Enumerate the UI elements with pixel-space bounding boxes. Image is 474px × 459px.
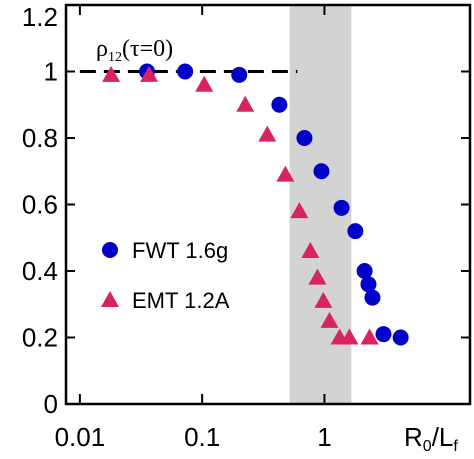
y-tick-label: 0.2 [22, 323, 58, 353]
data-point [195, 75, 214, 92]
data-point [375, 326, 392, 343]
legend-marker [101, 291, 119, 307]
annotation: ρ12(τ=0) [96, 36, 173, 65]
data-point [364, 289, 381, 306]
legend-marker [102, 242, 118, 258]
data-point [177, 63, 194, 80]
data-point [231, 66, 248, 83]
y-tick-label: 0.8 [22, 123, 58, 153]
x-label-part: /L [432, 422, 454, 452]
data-point [271, 96, 288, 113]
data-point [308, 268, 327, 285]
data-point [320, 311, 339, 328]
data-point [340, 328, 359, 345]
data-point [392, 329, 409, 346]
y-tick-label: 1 [44, 57, 58, 87]
y-tick-label: 0.4 [22, 256, 58, 286]
data-point [140, 65, 159, 82]
plot-frame [64, 3, 472, 406]
x-label-part: R [404, 422, 423, 452]
data-point [102, 65, 121, 82]
data-point [347, 223, 364, 240]
x-label-subscript: 0 [423, 438, 432, 455]
x-label-subscript: f [453, 438, 458, 455]
x-tick-label: 0.1 [184, 422, 220, 452]
x-tick-label: 0.01 [55, 422, 106, 452]
data-point [360, 276, 377, 293]
data-point [276, 165, 295, 182]
data-point [314, 291, 333, 308]
x-axis-label: R0/Lf [404, 422, 458, 455]
annotation-subscript: 12 [108, 50, 122, 65]
x-tick-label: 1 [317, 422, 331, 452]
data-point [313, 163, 330, 180]
data-point [360, 328, 379, 345]
legend-label: EMT 1.2A [132, 288, 230, 313]
annotation-part: (τ=0) [122, 36, 173, 62]
data-point [356, 263, 373, 279]
data-point [296, 130, 313, 146]
data-point [333, 199, 350, 216]
data-point [258, 125, 277, 142]
data-point [301, 242, 320, 259]
legend-label: FWT 1.6g [132, 238, 228, 263]
y-tick-label: 1.2 [22, 2, 58, 32]
data-point [290, 202, 309, 219]
y-tick-label: 0 [44, 389, 58, 419]
y-tick-label: 0.6 [22, 190, 58, 220]
annotation-part: ρ [96, 36, 108, 62]
data-point [236, 95, 255, 112]
